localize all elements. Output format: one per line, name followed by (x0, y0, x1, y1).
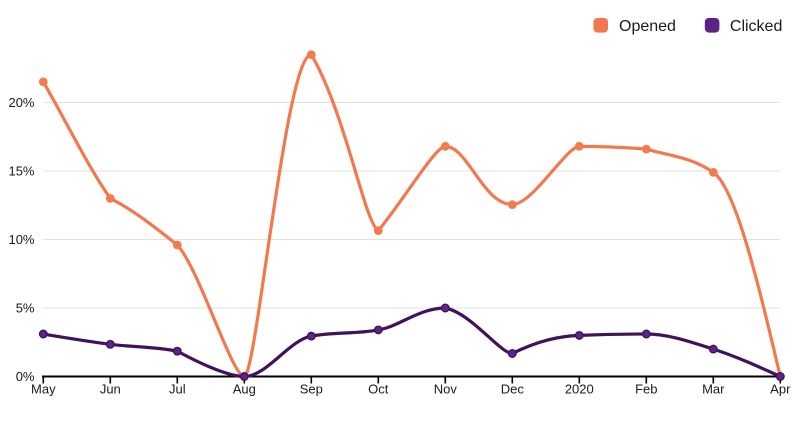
svg-text:Apr: Apr (770, 382, 791, 397)
svg-text:20%: 20% (8, 95, 34, 110)
svg-text:0%: 0% (16, 369, 35, 384)
svg-text:10%: 10% (8, 232, 34, 247)
svg-text:May: May (31, 382, 56, 397)
svg-text:Oct: Oct (368, 382, 389, 397)
svg-text:Opened: Opened (619, 18, 676, 35)
svg-text:Nov: Nov (434, 382, 458, 397)
svg-text:5%: 5% (16, 301, 35, 316)
svg-text:Dec: Dec (501, 382, 525, 397)
svg-text:Feb: Feb (635, 382, 657, 397)
svg-text:Sep: Sep (300, 382, 323, 397)
svg-text:Mar: Mar (702, 382, 725, 397)
svg-text:Jul: Jul (169, 382, 186, 397)
svg-text:Clicked: Clicked (730, 18, 782, 35)
svg-text:Jun: Jun (100, 382, 121, 397)
svg-text:15%: 15% (8, 164, 34, 179)
svg-text:Aug: Aug (233, 382, 256, 397)
svg-text:2020: 2020 (565, 382, 594, 397)
